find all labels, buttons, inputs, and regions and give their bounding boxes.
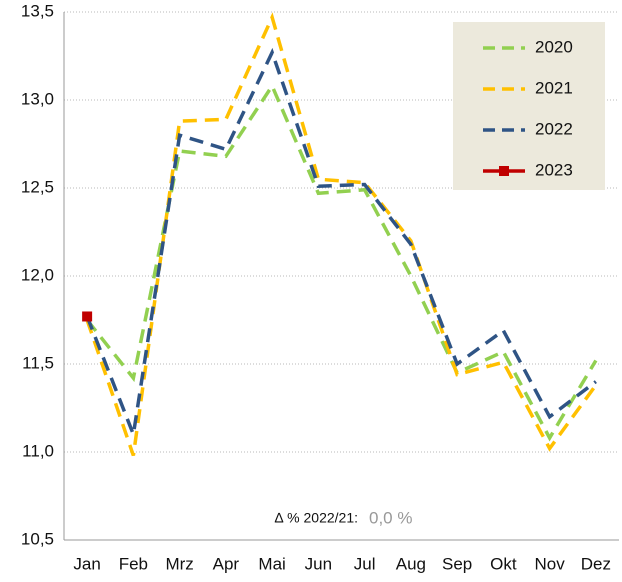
legend-marker: [499, 166, 509, 176]
legend-label: 2022: [535, 119, 573, 138]
legend-label: 2020: [535, 37, 573, 56]
y-tick-label: 11,0: [22, 441, 54, 460]
x-tick-label: Nov: [535, 554, 566, 573]
y-tick-label: 10,5: [21, 529, 54, 548]
legend-label: 2021: [535, 78, 573, 97]
x-tick-label: Jul: [354, 554, 376, 573]
x-tick-label: Jun: [305, 554, 332, 573]
x-tick-label: Dez: [581, 554, 611, 573]
annotation-value: 0,0 %: [369, 508, 412, 527]
y-tick-label: 11,5: [22, 353, 54, 372]
x-tick-label: Okt: [490, 554, 517, 573]
x-tick-label: Jan: [73, 554, 100, 573]
x-tick-label: Mai: [258, 554, 285, 573]
annotation-label: ∆ % 2022/21:: [275, 510, 358, 526]
y-tick-label: 13,5: [21, 1, 54, 20]
x-tick-label: Feb: [119, 554, 148, 573]
y-tick-label: 13,0: [21, 89, 54, 108]
x-tick-label: Apr: [213, 554, 240, 573]
y-tick-label: 12,0: [21, 265, 54, 284]
x-tick-label: Mrz: [165, 554, 193, 573]
x-tick-label: Sep: [442, 554, 472, 573]
x-tick-label: Aug: [396, 554, 426, 573]
legend-label: 2023: [535, 160, 573, 179]
legend-box: [453, 22, 605, 190]
y-tick-label: 12,5: [21, 177, 54, 196]
point: [82, 311, 93, 322]
series-line: [85, 47, 597, 442]
